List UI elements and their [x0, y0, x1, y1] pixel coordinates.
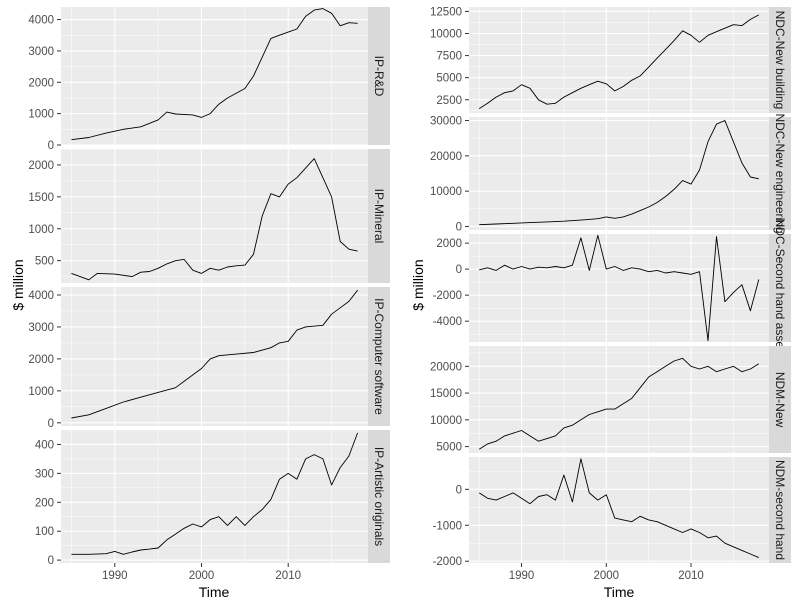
- chart2-ndm-second-hand-y-tick-label: 0: [456, 484, 462, 496]
- chart1-ip-r-d-y-tick-label: 0: [48, 140, 54, 152]
- chart1-ip-r-d-y-tick-label: 2000: [28, 77, 54, 89]
- chart1-ip-artistic-originals-y-tick-label: 300: [35, 468, 54, 480]
- chart2-ndm-second-hand-y-tick-label: -2000: [433, 556, 462, 568]
- chart2-ndc-new-building-y-tick-label: 7500: [436, 51, 462, 63]
- chart1-x-axis-title: Time: [199, 584, 230, 600]
- chart1-x-tick-label: 2000: [189, 570, 215, 582]
- chart2-ndm-second-hand-series-line: [478, 458, 759, 559]
- chart1-ip-artistic-originals-y-tick-label: 100: [35, 526, 54, 538]
- chart1-ip-r-d-y-tick-label: 4000: [28, 15, 54, 27]
- chart2-ndm-second-hand-strip-label: NDM-second hand: [773, 460, 787, 560]
- chart1-ip-r-d-panel: [61, 7, 368, 145]
- chart1-ip-computer-software-panel: [61, 287, 368, 426]
- chart2-ndc-new-engineering-y-tick-label: 20000: [430, 151, 462, 163]
- chart2-ndc-second-hand-assets-strip-label: NDC-Second hand assets: [773, 219, 787, 358]
- chart2-ndc-new-engineering-strip: [769, 117, 791, 230]
- chart2-ndm-new-panel: [469, 346, 769, 453]
- chart2-ndc-second-hand-assets-series-line: [479, 234, 760, 342]
- chart2-ndc-new-engineering-series-line: [479, 120, 759, 226]
- chart2-ndc-second-hand-assets-panel: [469, 234, 769, 342]
- chart1-ip-mineral-series-line: [71, 158, 358, 281]
- chart2-ndc-new-engineering-y-tick-label: 0: [456, 221, 462, 233]
- chart1-ip-computer-software-y-tick-label: 0: [48, 418, 54, 430]
- chart1-ip-mineral-strip-label: IP-Mineral: [372, 189, 386, 244]
- chart1-ip-r-d-y-tick-label: 1000: [28, 109, 54, 121]
- chart1-x-tick-label: 2010: [275, 570, 301, 582]
- chart1-ip-computer-software-y-tick-label: 4000: [28, 290, 54, 302]
- chart2-x-tick-label: 2010: [678, 570, 704, 582]
- chart2-ndc-new-engineering-y-tick-label: 30000: [430, 116, 462, 128]
- chart2-ndm-new-y-tick-label: 10000: [430, 415, 462, 427]
- chart1-ip-artistic-originals-y-tick-label: 0: [48, 555, 54, 567]
- chart1-ip-r-d-y-tick-label: 3000: [28, 46, 54, 58]
- chart2-ndc-new-building-series-line: [478, 14, 760, 109]
- chart1-ip-r-d-strip: [368, 7, 390, 145]
- chart1-ip-mineral-strip: [368, 149, 390, 283]
- chart2-ndm-second-hand-y-tick-label: -1000: [433, 520, 462, 532]
- chart1-ip-computer-software-y-tick-label: 3000: [28, 322, 54, 334]
- chart1-ip-artistic-originals-y-tick-label: 400: [35, 439, 54, 451]
- chart2-ndc-new-engineering-strip-label: NDC-New engineering: [773, 113, 787, 233]
- chart2-ndc-new-building-panel: [469, 7, 769, 113]
- chart2-ndm-new-strip-label: NDM-New: [773, 372, 787, 428]
- chart2-ndc-second-hand-assets-strip: [769, 234, 791, 342]
- chart2-ndc-new-building-strip-label: NDC-New building: [773, 11, 787, 110]
- chart2-x-axis-title: Time: [604, 584, 635, 600]
- chart2-ndc-new-building-strip: [769, 7, 791, 113]
- chart2-ndm-new-y-tick-label: 15000: [430, 388, 462, 400]
- chart2-ndm-second-hand-strip: [769, 457, 791, 563]
- chart2-ndc-second-hand-assets-y-tick-label: -4000: [433, 316, 462, 328]
- chart2-x-tick-label: 2000: [593, 570, 619, 582]
- chart1-y-axis-title: $ million: [10, 259, 26, 310]
- chart2-ndm-second-hand-panel: [469, 457, 769, 563]
- chart1-ip-mineral-panel: [61, 149, 368, 283]
- chart1-ip-artistic-originals-y-tick-label: 200: [35, 497, 54, 509]
- chart2-ndc-second-hand-assets-y-tick-label: -2000: [433, 290, 462, 302]
- chart1-ip-mineral-y-tick-label: 2000: [28, 160, 54, 172]
- chart2-ndm-new-y-tick-label: 5000: [436, 442, 462, 454]
- chart1-ip-artistic-originals-panel: [61, 430, 368, 563]
- chart1-ip-computer-software-series-line: [71, 289, 358, 419]
- chart2-x-tick-label: 1990: [509, 570, 535, 582]
- chart1-x-tick-label: 1990: [102, 570, 128, 582]
- chart2-ndc-new-engineering-y-tick-label: 10000: [430, 186, 462, 198]
- chart1-ip-computer-software-strip: [368, 287, 390, 426]
- chart2-ndc-new-building-y-tick-label: 10000: [430, 29, 462, 41]
- chart2-ndm-new-strip: [769, 346, 791, 453]
- chart1-ip-r-d-strip-label: IP-R&D: [372, 56, 386, 97]
- chart1-ip-artistic-originals-strip: [368, 430, 390, 563]
- chart1-ip-artistic-originals-series-line: [71, 432, 359, 555]
- chart2-ndm-new-y-tick-label: 20000: [430, 361, 462, 373]
- chart1-ip-computer-software-strip-label: IP-Computer software: [372, 298, 386, 415]
- chart1-ip-mineral-y-tick-label: 1500: [28, 192, 54, 204]
- chart1-ip-computer-software-y-tick-label: 2000: [28, 354, 54, 366]
- chart1-ip-r-d-series-line: [71, 8, 358, 141]
- chart2-ndc-new-building-y-tick-label: 2500: [436, 95, 462, 107]
- chart2-ndm-new-series-line: [478, 357, 760, 450]
- chart2-ndc-new-building-y-tick-label: 12500: [430, 6, 462, 18]
- chart1-ip-computer-software-y-tick-label: 1000: [28, 386, 54, 398]
- chart1-ip-artistic-originals-strip-label: IP-Artistic originals: [372, 447, 386, 546]
- chart2-ndc-second-hand-assets-y-tick-label: 2000: [436, 238, 462, 250]
- chart1-ip-mineral-y-tick-label: 1000: [28, 224, 54, 236]
- chart2-ndc-new-building-y-tick-label: 5000: [436, 73, 462, 85]
- chart1-ip-mineral-y-tick-label: 500: [35, 256, 54, 268]
- chart2-ndc-second-hand-assets-y-tick-label: 0: [456, 264, 462, 276]
- chart2-y-axis-title: $ million: [410, 259, 426, 310]
